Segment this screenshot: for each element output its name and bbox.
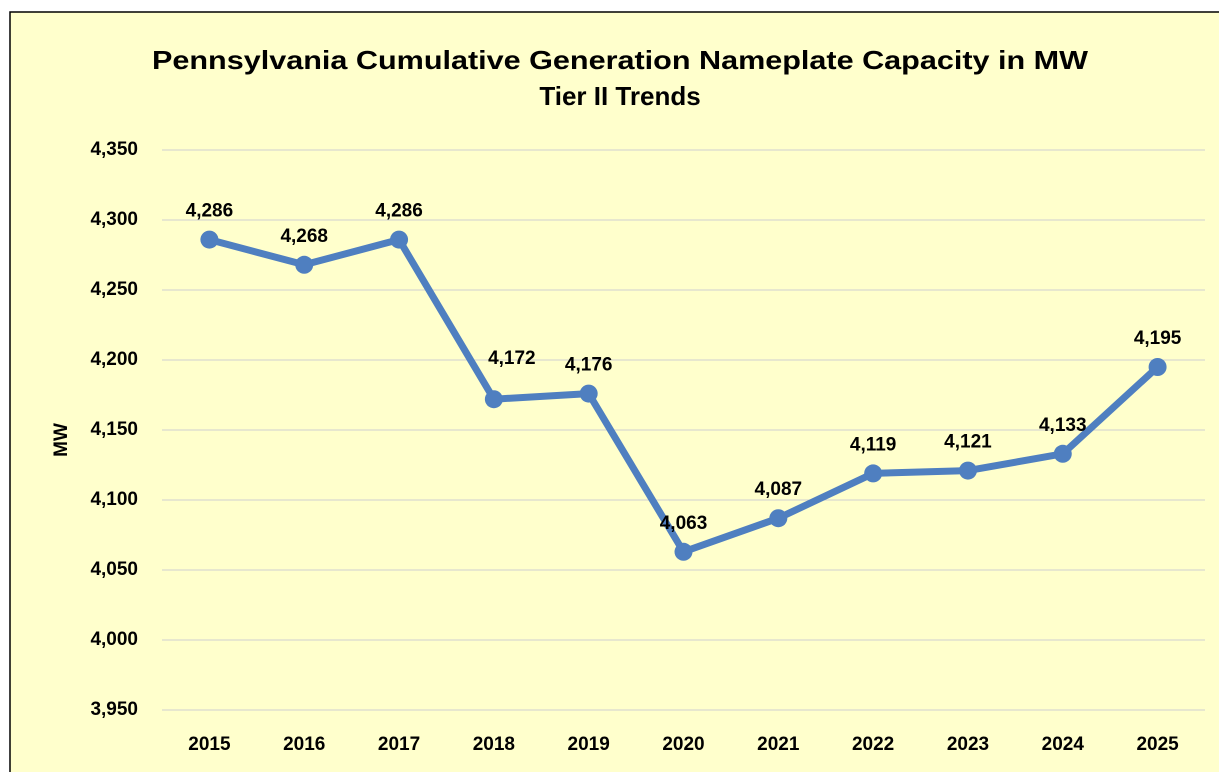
data-label: 4,286 <box>186 201 234 222</box>
data-label: 4,087 <box>755 479 803 500</box>
x-tick-label: 2018 <box>473 734 515 755</box>
point-marker <box>484 390 503 409</box>
data-label: 4,195 <box>1134 328 1182 349</box>
x-tick-label: 2023 <box>947 734 989 755</box>
x-tick-label: 2017 <box>378 734 420 755</box>
x-tick-label: 2022 <box>852 734 894 755</box>
point-marker <box>958 461 977 480</box>
point-marker <box>1053 444 1072 463</box>
point-marker <box>864 464 883 483</box>
point-marker <box>295 255 314 274</box>
data-label: 4,063 <box>660 513 708 534</box>
x-tick-label: 2016 <box>283 734 325 755</box>
y-tick-label: 4,000 <box>90 629 138 650</box>
y-axis-label: MW <box>51 423 72 457</box>
x-tick-label: 2021 <box>757 734 800 755</box>
point-marker <box>1148 358 1167 376</box>
point-marker <box>769 509 788 528</box>
y-tick-label: 4,350 <box>90 139 138 160</box>
x-tick-label: 2019 <box>568 734 610 755</box>
data-label: 4,133 <box>1039 415 1087 436</box>
data-label: 4,119 <box>850 434 897 455</box>
y-tick-label: 4,250 <box>90 279 138 300</box>
chart-title: Pennsylvania Cumulative Generation Namep… <box>152 45 1089 75</box>
y-tick-label: 3,950 <box>90 699 138 720</box>
y-tick-label: 4,150 <box>90 419 138 440</box>
point-marker <box>200 230 219 249</box>
x-tick-label: 2025 <box>1136 734 1179 755</box>
data-label: 4,286 <box>375 201 423 222</box>
y-tick-label: 4,200 <box>90 349 138 370</box>
point-marker <box>579 384 598 403</box>
chart-subtitle: Tier II Trends <box>539 81 700 111</box>
x-tick-label: 2020 <box>662 734 704 755</box>
y-tick-label: 4,100 <box>90 489 138 510</box>
y-tick-label: 4,050 <box>90 559 138 580</box>
data-label: 4,176 <box>565 355 613 376</box>
chart-area <box>9 11 1219 772</box>
point-marker <box>674 542 693 561</box>
x-tick-label: 2024 <box>1042 734 1085 755</box>
point-marker <box>390 230 409 249</box>
data-label: 4,268 <box>280 226 328 247</box>
y-tick-label: 4,300 <box>90 209 138 230</box>
data-label: 4,121 <box>944 432 992 453</box>
data-label: 4,172 <box>488 348 536 369</box>
x-tick-label: 2015 <box>188 734 231 755</box>
